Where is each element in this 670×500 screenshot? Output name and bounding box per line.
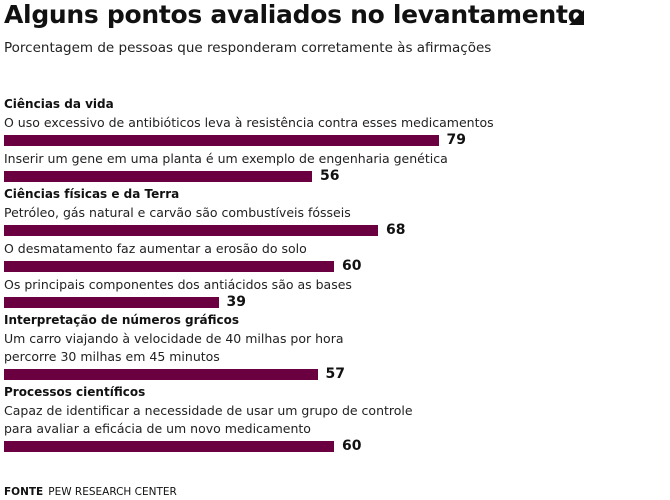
group-label: Ciências físicas e da Terra	[4, 187, 180, 201]
value-label: 39	[226, 294, 246, 310]
group-label: Ciências da vida	[4, 97, 114, 111]
item-label: O desmatamento faz aumentar a erosão do …	[4, 241, 307, 256]
item-label: percorre 30 milhas em 45 minutos	[4, 349, 220, 364]
value-label: 60	[342, 258, 362, 274]
item-label: O uso excessivo de antibióticos leva à r…	[4, 115, 494, 130]
value-label: 79	[446, 132, 466, 148]
group-label: Interpretação de números gráficos	[4, 313, 240, 327]
item-label: Os principais componentes dos antiácidos…	[4, 277, 352, 292]
group-label: Processos científicos	[4, 385, 146, 399]
bar	[4, 135, 439, 146]
source-note: FONTE PEW RESEARCH CENTER	[4, 486, 177, 498]
bar	[4, 225, 378, 236]
chart-subtitle: Porcentagem de pessoas que responderam c…	[4, 40, 492, 56]
value-label: 56	[320, 168, 340, 184]
value-label: 68	[386, 222, 406, 238]
item-label: Petróleo, gás natural e carvão são combu…	[4, 205, 351, 220]
bar	[4, 297, 219, 308]
bar	[4, 261, 334, 272]
source-label: FONTE	[4, 486, 44, 498]
item-label: para avaliar a eficácia de um novo medic…	[4, 421, 311, 436]
bar	[4, 441, 334, 452]
value-label: 60	[342, 438, 362, 454]
bar	[4, 369, 318, 380]
source-text: PEW RESEARCH CENTER	[48, 486, 177, 498]
value-label: 57	[325, 366, 345, 382]
triangle-icon	[569, 10, 584, 25]
chart-title: Alguns pontos avaliados no levantamento	[4, 0, 585, 29]
item-label: Capaz de identificar a necessidade de us…	[4, 403, 413, 418]
item-label: Um carro viajando à velocidade de 40 mil…	[4, 331, 344, 346]
bar	[4, 171, 312, 182]
item-label: Inserir um gene em uma planta é um exemp…	[4, 151, 448, 166]
